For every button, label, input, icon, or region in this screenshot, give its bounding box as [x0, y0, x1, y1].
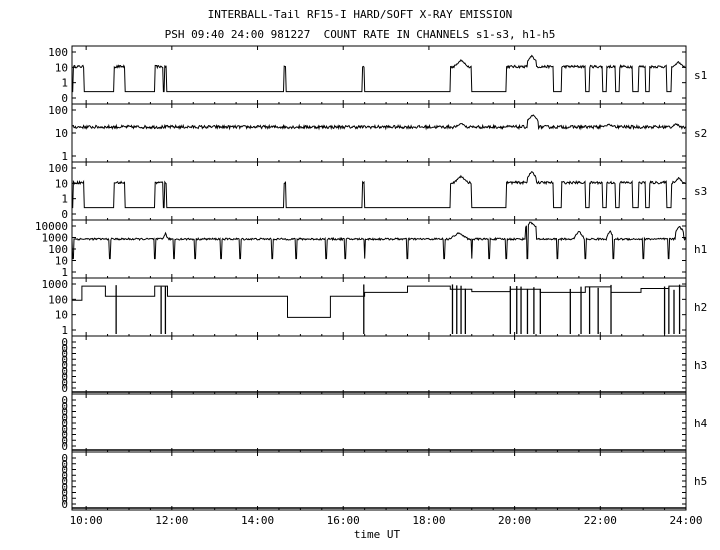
y-tick-label: 0	[61, 208, 68, 221]
y-tick-label: 0	[61, 429, 68, 442]
y-tick-label: 0	[61, 498, 68, 511]
x-tick-label: 10:00	[70, 514, 103, 527]
y-tick-label: 0	[61, 464, 68, 477]
y-tick-label: 10	[55, 127, 68, 140]
panel-frame-h5	[71, 451, 687, 511]
y-tick-label: 10	[55, 255, 68, 268]
y-tick-label: 1	[61, 193, 68, 206]
trace-s1	[72, 54, 687, 93]
channel-label-h1: h1	[694, 243, 707, 256]
y-tick-label: 0	[61, 487, 68, 500]
panel-frame-h1	[71, 219, 687, 279]
channel-label-h3: h3	[694, 359, 707, 372]
y-tick-label: 0	[61, 353, 68, 366]
y-tick-label: 100	[48, 293, 68, 306]
y-tick-label: 0	[61, 359, 68, 372]
y-tick-label: 100	[48, 46, 68, 59]
y-tick-label: 0	[61, 376, 68, 389]
y-tick-label: 0	[61, 458, 68, 471]
y-tick-label: 0	[61, 348, 68, 361]
y-tick-label: 10000	[35, 220, 68, 233]
y-tick-label: 10	[55, 177, 68, 190]
y-tick-label: 0	[61, 452, 68, 465]
x-tick-label: 12:00	[155, 514, 188, 527]
channel-label-s1: s1	[694, 69, 707, 82]
y-tick-label: 100	[48, 243, 68, 256]
y-tick-label: 0	[61, 92, 68, 105]
y-tick-label: 0	[61, 469, 68, 482]
y-tick-label: 0	[61, 434, 68, 447]
trace-h2	[72, 285, 686, 318]
y-tick-label: 0	[61, 371, 68, 384]
y-tick-label: 1	[61, 150, 68, 163]
x-tick-label: 18:00	[412, 514, 445, 527]
y-tick-label: 1	[61, 324, 68, 337]
channel-label-h5: h5	[694, 475, 707, 488]
y-tick-label: 10	[55, 61, 68, 74]
y-tick-label: 0	[61, 492, 68, 505]
y-tick-label: 1000	[42, 232, 69, 245]
chart-subtitle: PSH 09:40 24:00 981227 COUNT RATE IN CHA…	[164, 28, 556, 41]
panel-frame-s2	[71, 103, 687, 163]
y-tick-label: 0	[61, 382, 68, 395]
y-tick-label: 0	[61, 423, 68, 436]
x-tick-label: 22:00	[584, 514, 617, 527]
y-tick-label: 100	[48, 162, 68, 175]
trace-h1	[71, 221, 687, 260]
panel-frames	[71, 45, 687, 511]
y-tick-label: 0	[61, 400, 68, 413]
trace-s3	[72, 171, 687, 209]
x-tick-label: 16:00	[327, 514, 360, 527]
y-tick-label: 0	[61, 475, 68, 488]
channel-traces	[71, 54, 687, 509]
panel-frame-h4	[71, 393, 687, 453]
channel-label-s3: s3	[694, 185, 707, 198]
y-tick-label: 0	[61, 394, 68, 407]
y-tick-label: 1	[61, 77, 68, 90]
x-tick-label: 20:00	[498, 514, 531, 527]
y-tick-label: 100	[48, 104, 68, 117]
chart-title: INTERBALL-Tail RF15-I HARD/SOFT X-RAY EM…	[207, 8, 513, 21]
channel-label-h4: h4	[694, 417, 708, 430]
y-tick-label: 0	[61, 336, 68, 349]
y-tick-label: 0	[61, 406, 68, 419]
y-tick-label: 1000	[42, 278, 69, 291]
y-tick-label: 0	[61, 342, 68, 355]
y-tick-label: 0	[61, 440, 68, 453]
panel-frame-h3	[71, 335, 687, 395]
y-tick-label: 1	[61, 266, 68, 279]
y-tick-label: 10	[55, 309, 68, 322]
y-tick-label: 0	[61, 411, 68, 424]
axis-labels: 1001010s1100101s21001010s310000100010010…	[35, 46, 708, 527]
y-tick-label: 0	[61, 481, 68, 494]
y-tick-label: 0	[61, 365, 68, 378]
trace-s2	[71, 114, 687, 131]
channel-label-h2: h2	[694, 301, 707, 314]
x-axis-label: time UT	[354, 528, 401, 541]
y-tick-label: 0	[61, 417, 68, 430]
x-tick-label: 14:00	[241, 514, 274, 527]
x-tick-label: 24:00	[669, 514, 702, 527]
channel-label-s2: s2	[694, 127, 707, 140]
